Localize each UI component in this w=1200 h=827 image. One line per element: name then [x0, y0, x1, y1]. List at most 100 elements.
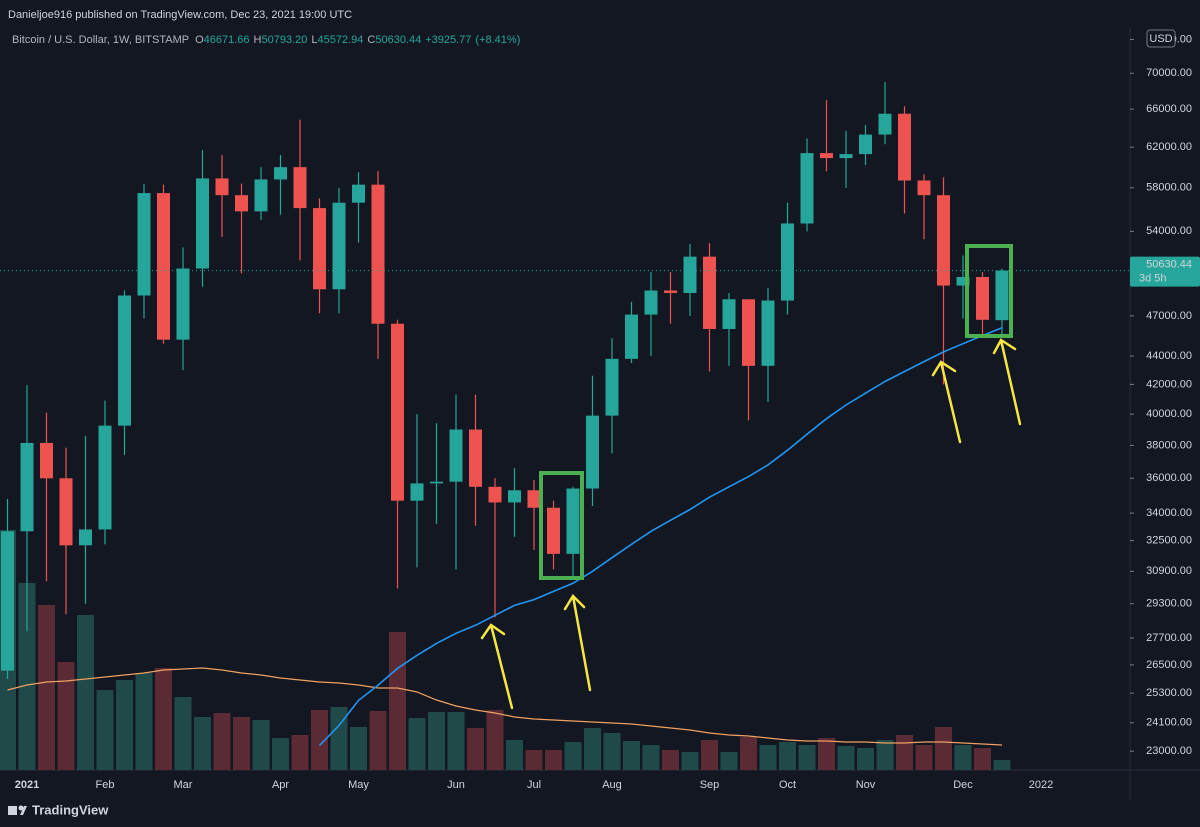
volume-bar	[350, 727, 367, 770]
x-tick-label: Dec	[953, 779, 973, 791]
currency-label: USD	[1149, 33, 1172, 45]
candle-body	[254, 179, 268, 212]
annotations	[480, 244, 1022, 710]
plot-area	[0, 82, 1130, 770]
candle-body	[917, 180, 931, 196]
change: +3925.77	[425, 34, 471, 46]
volume-bar	[77, 615, 94, 770]
volume-bar	[818, 738, 835, 770]
candle-body	[625, 314, 638, 359]
currency-badge	[1146, 29, 1176, 48]
volume-bar	[974, 748, 991, 770]
candle-body	[20, 442, 34, 532]
y-tick-label: 54000.00	[1146, 225, 1192, 237]
candle-body	[527, 490, 541, 508]
y-tick-label: 38000.00	[1146, 439, 1192, 451]
candle-body	[566, 488, 580, 554]
volume-bar	[662, 750, 679, 770]
candle-body	[352, 184, 365, 203]
candle-body	[313, 208, 326, 290]
highlight-box	[965, 244, 1013, 338]
y-tick-label: 42000.00	[1146, 378, 1192, 390]
y-tick-label: 44000.00	[1146, 350, 1192, 362]
volume-bar	[506, 740, 523, 770]
candle-body	[781, 223, 794, 301]
candle-body	[449, 429, 463, 482]
candle-body	[839, 154, 853, 159]
y-tick-label: 29300.00	[1146, 598, 1192, 610]
arrow	[480, 623, 514, 710]
y-tick-label: 58000.00	[1146, 182, 1192, 194]
volume-bar	[857, 748, 874, 770]
candle-body	[79, 529, 92, 546]
y-tick-label: 26500.00	[1146, 659, 1192, 671]
x-tick-label: 2021	[15, 779, 39, 791]
candle-body	[508, 490, 521, 503]
logo-mark	[18, 805, 24, 811]
candle-body	[176, 268, 190, 340]
brand: TradingView	[32, 802, 109, 817]
candle-body	[371, 184, 385, 324]
countdown: 3d 5h	[1139, 272, 1167, 284]
candle-body	[703, 256, 716, 329]
volume-bar	[545, 750, 562, 770]
x-tick-label: Jun	[447, 779, 465, 791]
candle-body	[488, 486, 502, 503]
candle-body	[800, 153, 814, 224]
volume-bar	[779, 742, 796, 770]
candle-body	[293, 167, 307, 209]
candle-body	[586, 415, 599, 489]
candle-body	[59, 478, 73, 546]
candle-body	[976, 276, 989, 320]
last-price-label: 50630.44	[1146, 258, 1192, 270]
volume-bar	[116, 680, 133, 770]
footer: TradingView	[8, 802, 109, 817]
volume-bar	[135, 673, 153, 770]
logo-mark	[8, 806, 17, 815]
symbol-legend: Bitcoin / U.S. Dollar, 1W, BITSTAMP O4667…	[12, 34, 520, 46]
candle-body	[410, 483, 424, 501]
volume-bar	[18, 583, 36, 770]
y-tick-label: 62000.00	[1146, 141, 1192, 153]
volume-bar	[57, 662, 75, 770]
y-tick-label: 32500.00	[1146, 534, 1192, 546]
x-tick-label: Mar	[174, 779, 193, 791]
volume-bar	[291, 735, 309, 770]
candle-body	[820, 153, 833, 159]
y-tick-label: 66000.00	[1146, 103, 1192, 115]
volume-bar	[389, 632, 406, 770]
legend-value: 45572.94	[318, 34, 364, 46]
change-percent: (+8.41%)	[475, 34, 520, 46]
moving-average-line	[318, 326, 1003, 746]
x-tick-label: May	[348, 779, 369, 791]
volume-bar	[96, 690, 114, 770]
candle-body	[605, 358, 619, 416]
y-tick-label: 25300.00	[1146, 687, 1192, 699]
x-tick-label: Aug	[602, 779, 622, 791]
arrow	[563, 593, 592, 692]
x-tick-label: Apr	[272, 779, 289, 791]
candle-body	[332, 202, 346, 290]
volume-bar	[428, 712, 445, 770]
legend-key: C	[367, 34, 375, 46]
candle-body	[683, 256, 697, 293]
candle-body	[995, 270, 1009, 321]
last-price-badge	[1130, 256, 1200, 287]
volume-bar	[408, 718, 426, 770]
arrow	[931, 360, 962, 444]
y-tick-label: 34000.00	[1146, 507, 1192, 519]
x-tick-label: Feb	[96, 779, 115, 791]
candle-body	[664, 290, 677, 293]
x-tick-label: Sep	[700, 779, 720, 791]
x-tick-label: 2022	[1029, 779, 1053, 791]
volume-bar	[564, 742, 582, 770]
volume-bar	[642, 745, 660, 770]
candle-body	[274, 167, 287, 180]
volume-bar	[252, 720, 270, 770]
volume-bar	[174, 697, 192, 770]
symbol-title: Bitcoin / U.S. Dollar, 1W, BITSTAMP	[12, 34, 189, 46]
y-tick-label: 23000.00	[1146, 745, 1192, 757]
volume-average-line	[7, 667, 1003, 746]
